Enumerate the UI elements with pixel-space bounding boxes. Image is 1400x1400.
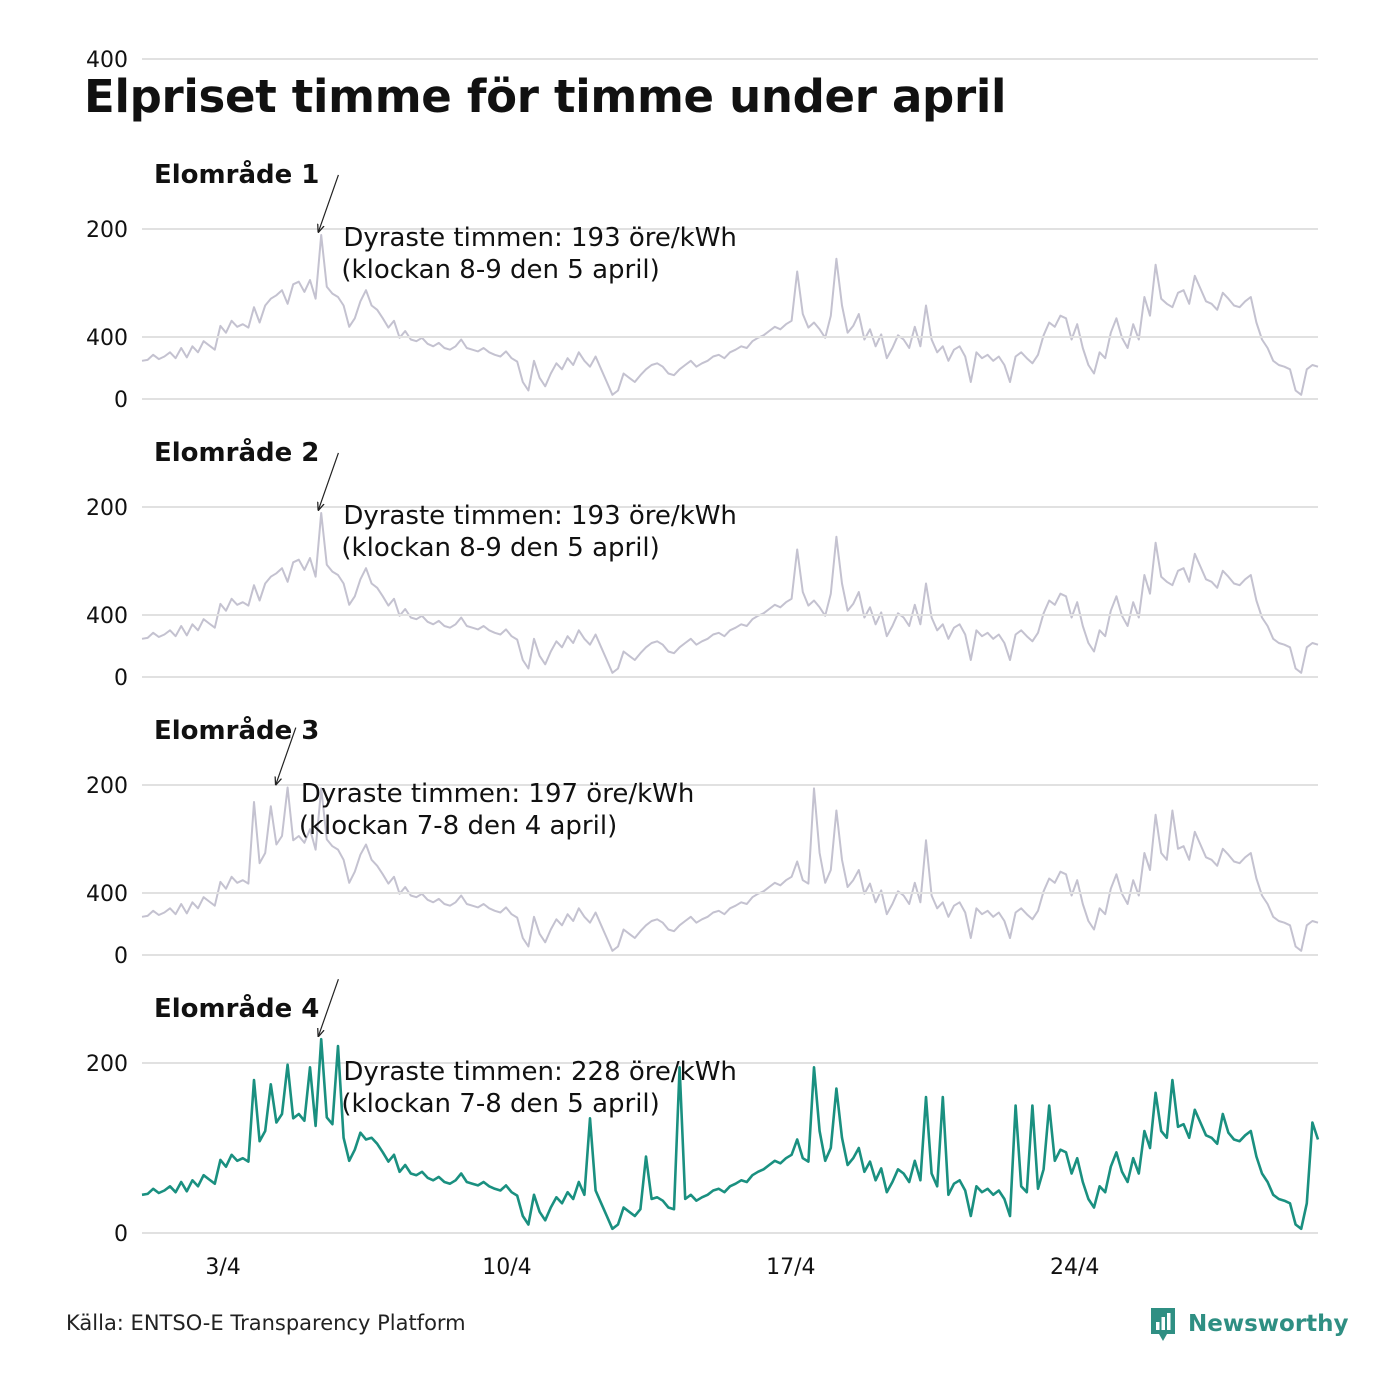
- series-line: [141, 512, 1319, 674]
- page-title: Elpriset timme för timme under april: [84, 70, 1007, 123]
- annotation-line-1: Dyraste timmen: 193 öre/kWh: [343, 223, 737, 253]
- annotation-line-2: (klockan 8-9 den 5 april): [341, 533, 659, 563]
- annotation-arrow: [318, 979, 339, 1036]
- annotation-arrow: [318, 452, 339, 510]
- y-tick-label: 400: [86, 48, 128, 73]
- source-note: Källa: ENTSO-E Transparency Platform: [66, 1311, 466, 1335]
- annotation-line-2: (klockan 8-9 den 5 april): [341, 255, 659, 285]
- y-tick-label: 200: [86, 1052, 128, 1077]
- panel-title: Elområde 1: [154, 158, 319, 190]
- newsworthy-logo-icon: [1151, 1308, 1175, 1341]
- x-tick-label: 17/4: [766, 1255, 815, 1280]
- annotation-line-1: Dyraste timmen: 197 öre/kWh: [301, 779, 695, 809]
- charts-area: Elområde 1 0 200 400 Dyraste timmen: 193 öre…: [86, 48, 1320, 1280]
- annotation-line-2: (klockan 7-8 den 4 april): [299, 811, 617, 841]
- y-tick-label: 200: [86, 496, 128, 521]
- y-tick-label: 0: [114, 944, 128, 969]
- y-tick-label: 400: [86, 326, 128, 351]
- panel-title: Elområde 2: [154, 436, 319, 468]
- y-tick-label: 0: [114, 388, 128, 413]
- y-tick-label: 200: [86, 774, 128, 799]
- annotation-arrow: [318, 174, 339, 232]
- y-tick-label: 400: [86, 882, 128, 907]
- series-line: [141, 234, 1319, 396]
- x-tick-label: 3/4: [205, 1255, 240, 1280]
- y-tick-label: 0: [114, 1222, 128, 1247]
- annotation-line-1: Dyraste timmen: 228 öre/kWh: [343, 1057, 737, 1087]
- x-tick-label: 24/4: [1050, 1255, 1099, 1280]
- annotation-line-1: Dyraste timmen: 193 öre/kWh: [343, 501, 737, 531]
- y-tick-label: 0: [114, 666, 128, 691]
- y-tick-label: 200: [86, 218, 128, 243]
- y-tick-label: 400: [86, 604, 128, 629]
- x-tick-label: 10/4: [482, 1255, 531, 1280]
- brand-logo: Newsworthy: [1148, 1304, 1349, 1344]
- panel-title: Elområde 4: [154, 992, 319, 1024]
- annotation-line-2: (klockan 7-8 den 5 april): [341, 1089, 659, 1119]
- series-line: [141, 1037, 1320, 1231]
- annotation-arrow: [276, 727, 297, 785]
- brand-name: Newsworthy: [1188, 1311, 1349, 1337]
